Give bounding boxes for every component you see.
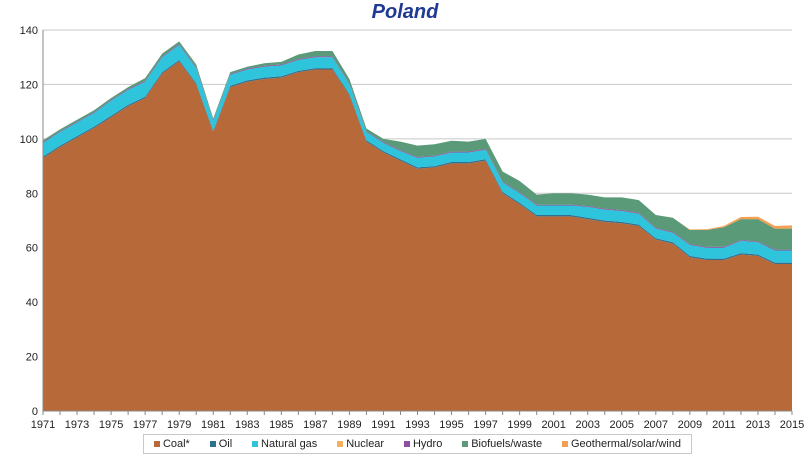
x-tick-label: 2007 [644, 419, 668, 431]
x-tick-label: 1997 [473, 419, 497, 431]
y-tick-label: 140 [20, 25, 38, 37]
x-tick-label: 1981 [201, 419, 225, 431]
chart-title: Poland [371, 1, 439, 23]
x-tick-label: 1999 [507, 419, 531, 431]
y-tick-label: 60 [26, 243, 38, 255]
legend-label: Oil [218, 438, 233, 450]
legend-item: Biofuels/waste [462, 438, 542, 450]
x-tick-label: 1991 [371, 419, 395, 431]
x-tick-label: 2005 [610, 419, 634, 431]
legend-swatch [153, 441, 160, 447]
legend-swatch [403, 441, 410, 447]
legend-swatch [209, 441, 216, 447]
legend-item: Coal* [153, 438, 190, 450]
legend-label: Biofuels/waste [471, 438, 543, 450]
legend-label: Nuclear [346, 438, 385, 450]
legend-item: Geothermal/solar/wind [562, 438, 681, 450]
x-tick-label: 1985 [269, 419, 293, 431]
legend-item: Oil [209, 438, 233, 450]
y-tick-label: 40 [26, 297, 38, 309]
legend-label: Geothermal/solar/wind [571, 438, 682, 450]
x-tick-label: 1995 [439, 419, 463, 431]
y-tick-label: 80 [26, 188, 38, 200]
axes: 0 20 40 60 80 100 120 140 1971 1973 1975 1977 1979 19… [20, 25, 805, 431]
y-tick-label: 0 [32, 406, 38, 418]
x-tick-label: 1989 [337, 419, 361, 431]
x-tick-label: 1979 [167, 419, 191, 431]
x-tick-label: 2015 [780, 419, 804, 431]
chart-legend: Coal* Oil Natural gas Nuclear Hydro Biofuels/… [143, 434, 692, 454]
area-biofuels-waste [43, 41, 792, 250]
x-tick-label: 1975 [99, 419, 123, 431]
x-tick-label: 1971 [31, 419, 55, 431]
legend-label: Hydro [412, 438, 443, 450]
x-tick-label: 1993 [405, 419, 429, 431]
x-tick-label: 2001 [541, 419, 565, 431]
y-tick-label: 20 [26, 352, 38, 364]
legend-label: Coal* [162, 438, 190, 450]
stacked-areas [43, 41, 792, 412]
x-tick-label: 1973 [65, 419, 89, 431]
legend-swatch [462, 441, 469, 447]
x-tick-label: 2011 [712, 419, 736, 431]
x-tick-label: 2009 [678, 419, 702, 431]
x-tick-label: 2013 [746, 419, 770, 431]
legend-swatch [252, 441, 259, 447]
legend-swatch [337, 441, 344, 447]
y-tick-label: 100 [20, 134, 38, 146]
y-tick-label: 120 [20, 79, 38, 91]
x-tick-label: 1987 [303, 419, 327, 431]
legend-label: Natural gas [261, 438, 318, 450]
x-tick-label: 1983 [235, 419, 259, 431]
x-tick-label: 1977 [133, 419, 157, 431]
area-coal [43, 61, 792, 412]
legend-item: Natural gas [252, 438, 317, 450]
legend-item: Hydro [403, 438, 443, 450]
legend-swatch [562, 441, 568, 447]
x-tick-label: 2003 [575, 419, 599, 431]
legend-item: Nuclear [337, 438, 384, 450]
